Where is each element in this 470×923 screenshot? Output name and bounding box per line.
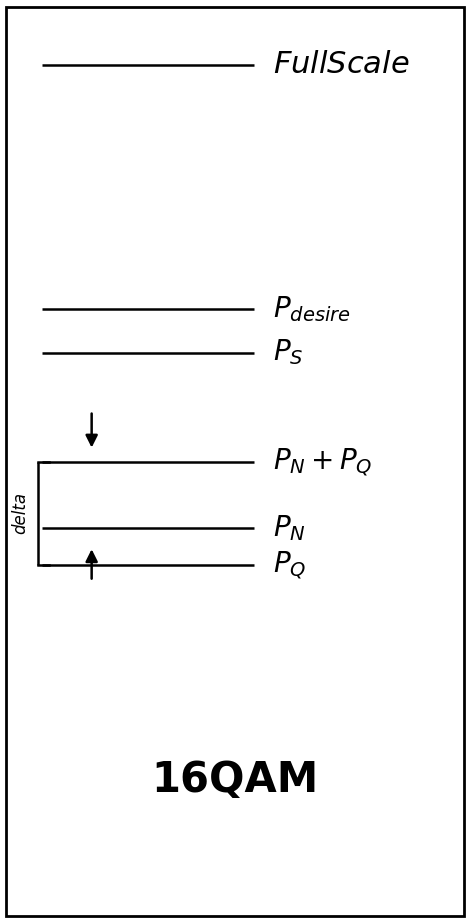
Text: delta: delta [11,492,29,534]
Text: $\mathit{FullScale}$: $\mathit{FullScale}$ [273,50,409,79]
Text: $P_S$: $P_S$ [273,338,303,367]
Text: $P_Q$: $P_Q$ [273,549,306,581]
Text: 16QAM: 16QAM [151,759,319,801]
Text: $P_N$: $P_N$ [273,513,306,543]
Text: $P_N + P_Q$: $P_N + P_Q$ [273,446,372,477]
Text: $P_{desire}$: $P_{desire}$ [273,294,350,324]
